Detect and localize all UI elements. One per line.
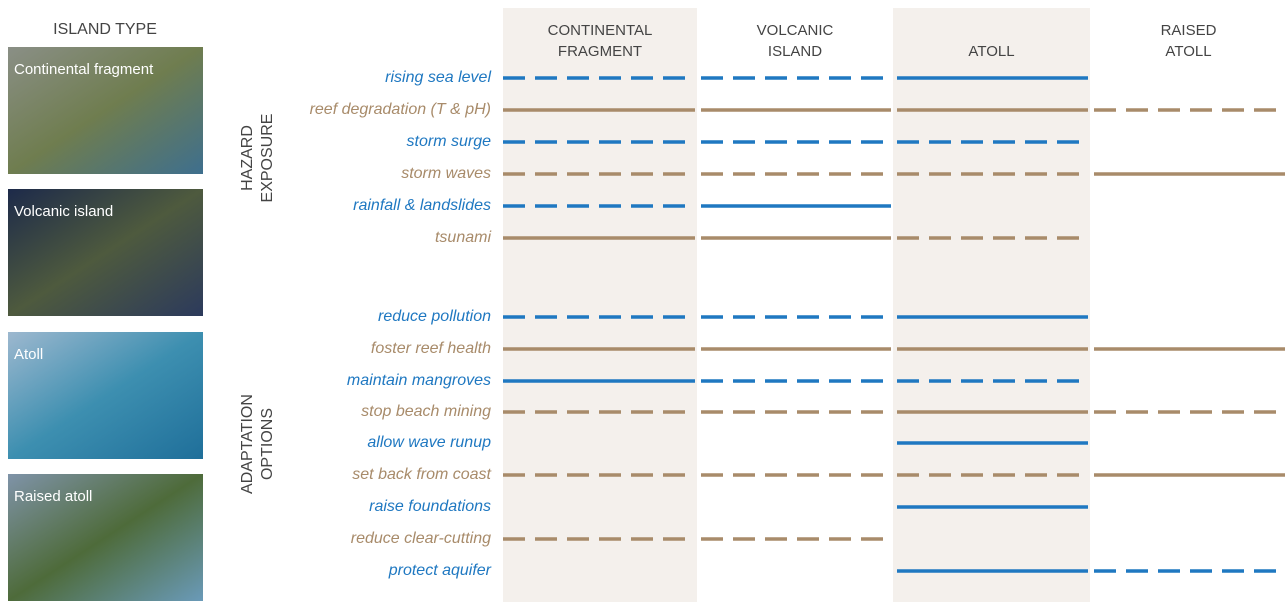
island-photo-label: Continental fragment: [14, 61, 154, 78]
row-label: set back from coast: [352, 466, 491, 483]
island-photo-label: Volcanic island: [14, 203, 113, 220]
row-label: stop beach mining: [361, 403, 491, 420]
column-shade: [503, 8, 697, 602]
row-label: allow wave runup: [367, 434, 491, 451]
row-label: tsunami: [435, 229, 491, 246]
row-label: storm surge: [407, 133, 492, 150]
column-header: RAISED: [1161, 22, 1217, 39]
row-label: foster reef health: [371, 340, 491, 357]
column-header: ISLAND: [768, 43, 822, 60]
row-label: raise foundations: [369, 498, 491, 515]
group-label: OPTIONS: [259, 408, 276, 480]
group-label: ADAPTATION: [239, 394, 256, 494]
group-label: HAZARD: [239, 125, 256, 191]
column-header: FRAGMENT: [558, 43, 642, 60]
island-photo-label: Raised atoll: [14, 488, 92, 505]
row-label: reduce pollution: [378, 308, 491, 325]
row-label: rainfall & landslides: [353, 197, 491, 214]
row-label: reef degradation (T & pH): [310, 101, 491, 118]
group-label: EXPOSURE: [259, 114, 276, 203]
island-type-title: ISLAND TYPE: [53, 21, 157, 38]
column-shade: [893, 8, 1090, 602]
row-label: maintain mangroves: [347, 372, 491, 389]
column-header: VOLCANIC: [757, 22, 834, 39]
column-header: CONTINENTAL: [548, 22, 653, 39]
row-label: storm waves: [401, 165, 491, 182]
row-label: protect aquifer: [388, 562, 492, 579]
figure: CONTINENTAL FRAGMENT VOLCANIC ISLAND ATOLL RA…: [0, 0, 1287, 602]
island-photo-label: Atoll: [14, 346, 43, 363]
column-header: ATOLL: [1165, 43, 1211, 60]
row-label: reduce clear-cutting: [351, 530, 491, 547]
column-header: ATOLL: [968, 43, 1014, 60]
row-label: rising sea level: [385, 69, 491, 86]
